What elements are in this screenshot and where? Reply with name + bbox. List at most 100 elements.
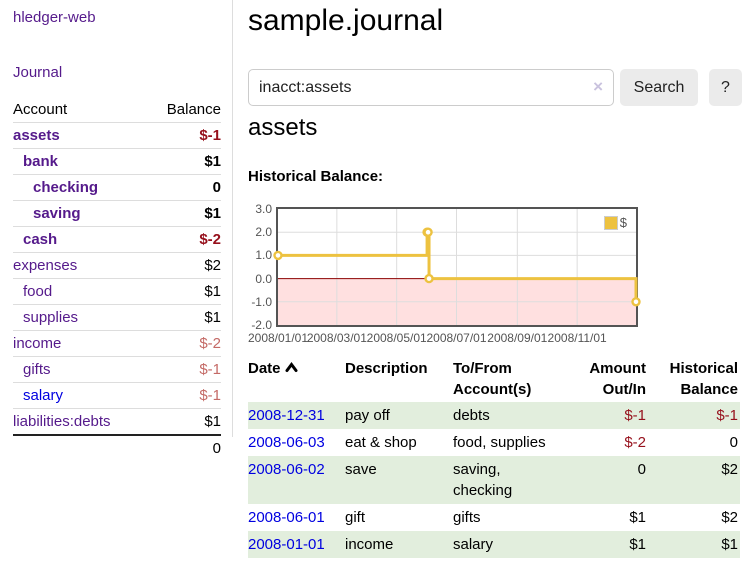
chart-title: Historical Balance: xyxy=(248,168,384,185)
accounts-header-balance: Balance xyxy=(166,101,221,118)
account-balance: $-2 xyxy=(146,330,221,357)
account-link[interactable]: supplies xyxy=(23,309,79,326)
register-table: Date Description To/From Account(s) Amou… xyxy=(248,356,740,558)
transaction-amount: $1 xyxy=(629,509,646,526)
account-link[interactable]: gifts xyxy=(23,361,51,378)
table-row: 2008-06-03 eat & shop food, supplies $-2 0 xyxy=(248,429,740,456)
search-form: × Search ? xyxy=(248,69,742,106)
transaction-description: eat & shop xyxy=(345,434,417,451)
transaction-description: save xyxy=(345,456,453,504)
account-row: bank $1 xyxy=(13,148,221,175)
legend-swatch-icon xyxy=(602,214,619,231)
account-balance: $1 xyxy=(146,200,221,227)
account-link[interactable]: saving xyxy=(33,205,81,222)
account-balance: $1 xyxy=(146,148,221,175)
y-axis-tick: 2.0 xyxy=(255,225,272,240)
account-balance: $1 xyxy=(146,278,221,305)
y-axis-tick: -1.0 xyxy=(251,294,272,309)
app-brand-link[interactable]: hledger-web xyxy=(13,9,96,26)
account-row: salary $-1 xyxy=(13,382,221,409)
account-link[interactable]: salary xyxy=(23,387,64,404)
account-row: cash $-2 xyxy=(13,226,221,253)
transaction-balance: $2 xyxy=(721,509,738,526)
column-header-date-label: Date xyxy=(248,360,281,377)
transaction-date-link[interactable]: 2008-06-01 xyxy=(248,509,325,526)
legend-label: $ xyxy=(619,215,627,230)
x-axis-tick: 2008/03/01 xyxy=(306,331,367,345)
search-input[interactable] xyxy=(248,69,614,106)
y-axis-tick: 1.0 xyxy=(255,248,272,263)
transaction-date-link[interactable]: 2008-06-03 xyxy=(248,434,325,451)
y-axis-tick: -2.0 xyxy=(251,318,272,332)
x-axis-tick: 2008/07/01 xyxy=(426,331,487,345)
transaction-balance: $1 xyxy=(648,531,740,558)
sidebar-item-journal[interactable]: Journal xyxy=(13,64,63,81)
transaction-description: income xyxy=(345,531,453,558)
account-link[interactable]: expenses xyxy=(13,257,78,274)
account-link[interactable]: liabilities:debts xyxy=(13,413,111,430)
transaction-date-link[interactable]: 2008-12-31 xyxy=(248,407,325,424)
transaction-balance: $2 xyxy=(648,456,740,504)
accounts-total-row: 0 xyxy=(13,434,221,461)
account-heading: assets xyxy=(248,114,318,141)
column-header-balance[interactable]: Historical Balance xyxy=(669,360,738,398)
column-header-description[interactable]: Description xyxy=(345,360,428,377)
search-input-wrap: × xyxy=(248,69,614,106)
account-balance: $1 xyxy=(146,408,221,435)
sidebar: hledger-web Journal Account Balance asse… xyxy=(0,0,233,461)
transaction-description: gift xyxy=(345,509,366,526)
account-row: assets $-1 xyxy=(13,122,221,149)
chart-legend: $ xyxy=(602,214,627,231)
account-balance: $-1 xyxy=(146,122,221,149)
account-balance: $1 xyxy=(146,304,221,331)
column-header-amount[interactable]: Amount Out/In xyxy=(589,360,646,398)
x-axis-tick: 2008/05/01 xyxy=(366,331,427,345)
x-axis-tick: 2008/11/01 xyxy=(547,331,607,345)
y-axis-tick: 3.0 xyxy=(255,202,272,216)
transaction-amount: 0 xyxy=(565,456,648,504)
account-row: expenses $2 xyxy=(13,252,221,279)
account-link[interactable]: checking xyxy=(33,179,99,196)
chart-plot-area[interactable]: $ xyxy=(273,207,641,327)
table-row: 2008-06-02 save saving, checking 0 $2 xyxy=(248,456,740,504)
account-row: saving $1 xyxy=(13,200,221,227)
account-link[interactable]: cash xyxy=(23,231,58,248)
transaction-description: pay off xyxy=(345,402,453,429)
account-link[interactable]: income xyxy=(13,335,62,352)
x-axis-tick: 2008/09/01 xyxy=(487,331,548,345)
main-content: sample.journal × Search ? assets Histori… xyxy=(248,0,742,582)
account-link[interactable]: assets xyxy=(13,127,60,144)
table-row: 2008-01-01 income salary $1 $1 xyxy=(248,531,740,558)
account-row: gifts $-1 xyxy=(13,356,221,383)
transaction-accounts: debts xyxy=(453,402,565,429)
page-title: sample.journal xyxy=(248,4,444,37)
transaction-accounts: saving, checking xyxy=(453,456,565,504)
help-button[interactable]: ? xyxy=(709,69,742,106)
transaction-accounts: gifts xyxy=(453,509,481,526)
accounts-header-account: Account xyxy=(13,101,68,118)
transaction-date-link[interactable]: 2008-06-02 xyxy=(248,461,325,478)
column-header-accounts[interactable]: To/From Account(s) xyxy=(453,360,532,398)
transaction-balance: 0 xyxy=(729,434,738,451)
account-balance: $-1 xyxy=(146,356,221,383)
sort-asc-icon xyxy=(285,362,298,372)
chart-canvas xyxy=(273,209,641,325)
clear-search-icon[interactable]: × xyxy=(593,77,603,96)
account-link[interactable]: bank xyxy=(23,153,59,170)
table-row: 2008-12-31 pay off debts $-1 $-1 xyxy=(248,402,740,429)
transaction-date-link[interactable]: 2008-01-01 xyxy=(248,536,325,553)
account-balance: $-2 xyxy=(146,226,221,253)
account-row: food $1 xyxy=(13,278,221,305)
account-link[interactable]: food xyxy=(23,283,53,300)
account-balance: $-1 xyxy=(146,382,221,409)
transaction-amount: $-1 xyxy=(565,402,648,429)
column-header-date[interactable]: Date xyxy=(248,356,345,402)
account-row: checking 0 xyxy=(13,174,221,201)
search-button[interactable]: Search xyxy=(620,69,698,106)
x-axis-tick: 2008/01/01 xyxy=(247,331,309,345)
transaction-amount: $-2 xyxy=(624,434,646,451)
transaction-accounts: food, supplies xyxy=(453,434,546,451)
account-row: supplies $1 xyxy=(13,304,221,331)
account-row: liabilities:debts $1 xyxy=(13,408,221,435)
transaction-amount: $1 xyxy=(565,531,648,558)
